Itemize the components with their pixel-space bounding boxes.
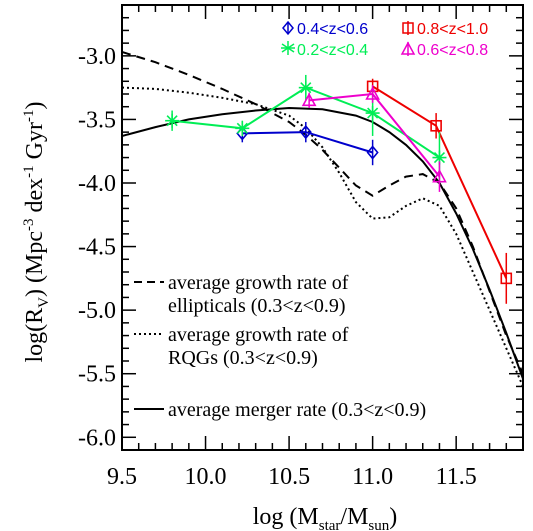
- y-tick-label: -5.5: [78, 362, 116, 388]
- x-tick-label: 9.5: [107, 464, 137, 490]
- legend-entry-z06-08: 0.6<z<0.8: [400, 41, 488, 59]
- tick-labels: -3.0 -3.5 -4.0 -4.5 -5.0 -5.5 -6.0 9.5 10.0 10.5 1…: [78, 44, 477, 490]
- x-tick-label: 11.5: [436, 464, 477, 490]
- data-point: [432, 168, 447, 183]
- legend-dotted-line2: RQGs (0.3<z<0.9): [168, 347, 318, 369]
- data-point: [299, 124, 312, 140]
- data-point: [430, 119, 442, 132]
- legend-label: 0.4<z<0.6: [297, 21, 368, 38]
- data-point: [301, 92, 317, 107]
- data-point: [366, 145, 379, 160]
- legend-dashed-line1: average growth rate of: [168, 272, 349, 294]
- data-series: [165, 74, 513, 304]
- data-point: [500, 272, 513, 285]
- series-2: [165, 74, 447, 183]
- y-tick-label: -4.0: [78, 171, 116, 197]
- data-point: [365, 86, 380, 100]
- legend-entry-z02-04: 0.2<z<0.4: [281, 41, 368, 59]
- model-curves: [122, 51, 523, 387]
- x-tick-label: 10.5: [268, 464, 310, 490]
- series-3: [301, 85, 447, 192]
- legend-label: 0.6<z<0.8: [417, 42, 488, 59]
- y-tick-label: -3.5: [78, 107, 116, 133]
- legend-entry-z08-10: 0.8<z<1.0: [402, 21, 488, 38]
- curve-dashed: [122, 51, 523, 375]
- curve-solid: [122, 106, 523, 380]
- data-point: [365, 106, 380, 121]
- data-point: [165, 113, 180, 128]
- legend-label: 0.2<z<0.4: [297, 42, 368, 59]
- data-point: [235, 121, 250, 136]
- legend-top: 0.4<z<0.6 0.8<z<1.0 0.2<z<0.4 0.6<z<0.8: [281, 20, 488, 59]
- x-axis-label: log (Mstar/Msun): [253, 504, 398, 531]
- series-line: [308, 92, 441, 178]
- y-tick-label: -3.0: [78, 44, 116, 70]
- y-axis-label: log(RV) (Mpc-3 dex-1 Gyr-1): [21, 102, 52, 363]
- legend-solid-line1: average merger rate (0.3<z<0.9): [168, 399, 426, 421]
- legend-dotted-line1: average growth rate of: [168, 324, 349, 346]
- legend-label: 0.8<z<1.0: [417, 21, 488, 38]
- data-point: [298, 80, 313, 95]
- y-tick-label: -6.0: [78, 425, 116, 451]
- x-tick-label: 10.0: [185, 464, 227, 490]
- y-tick-label: -5.0: [78, 298, 116, 324]
- legend-entry-z04-06: 0.4<z<0.6: [282, 20, 368, 38]
- x-tick-label: 11.0: [352, 464, 393, 490]
- curve-dotted: [122, 86, 523, 387]
- legend-bottom: average growth rate of ellipticals (0.3<…: [134, 272, 426, 421]
- axis-ticks: [121, 5, 524, 450]
- y-tick-label: -4.5: [78, 235, 116, 261]
- legend-dashed-line2: ellipticals (0.3<z<0.9): [168, 295, 346, 317]
- series-0: [236, 121, 379, 166]
